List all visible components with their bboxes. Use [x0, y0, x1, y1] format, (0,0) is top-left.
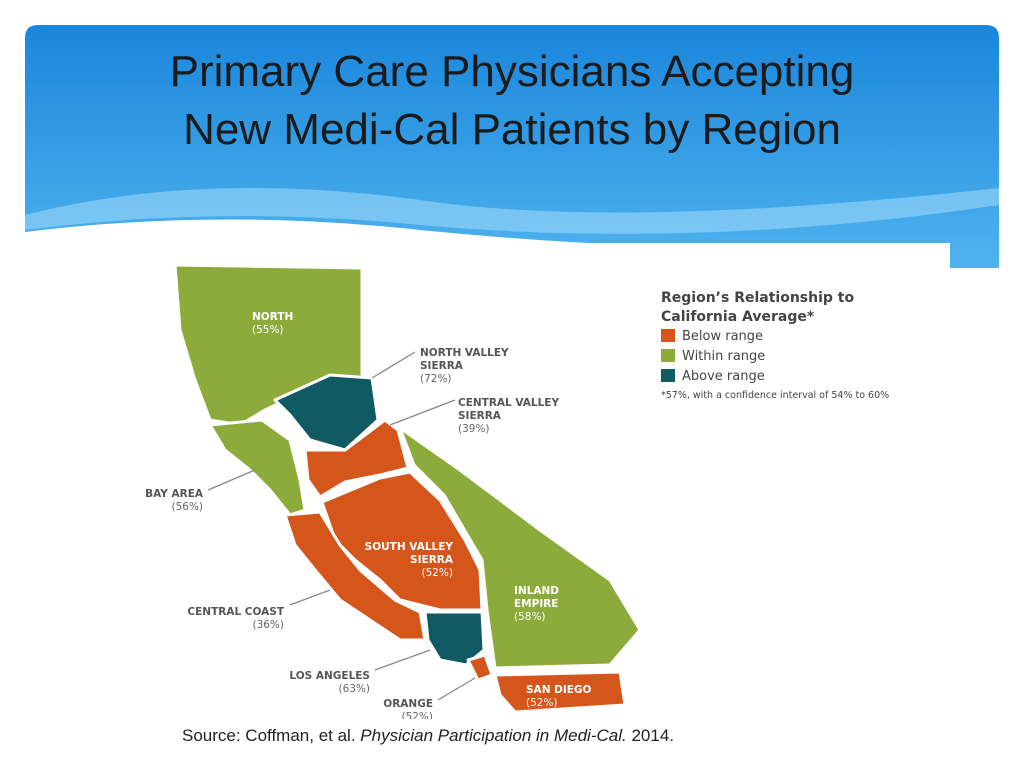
- legend-swatch: [661, 329, 675, 342]
- region-share: (63%): [338, 683, 370, 695]
- legend-swatch: [661, 349, 675, 362]
- legend-label: Below range: [682, 329, 763, 344]
- wave: [25, 188, 999, 234]
- region-name: CENTRAL VALLEY: [458, 397, 559, 409]
- legend-swatch: [661, 369, 675, 382]
- legend-title: Region’s Relationship to: [661, 290, 854, 306]
- leader-line: [207, 469, 256, 491]
- region: [423, 610, 486, 667]
- region-name: SIERRA: [410, 554, 454, 566]
- wave: [25, 219, 950, 249]
- region-name: CENTRAL COAST: [187, 606, 284, 618]
- leader-line: [289, 589, 331, 606]
- region-name: LOS ANGELES: [289, 670, 370, 682]
- region-share: (56%): [171, 501, 203, 513]
- region-name: INLAND: [514, 585, 559, 597]
- region: [466, 653, 494, 682]
- region-name: BAY AREA: [145, 488, 204, 500]
- region-name: SAN DIEGO: [526, 684, 592, 696]
- map: NORTH (55%) NORTH VALLEY SIERRA (72%) CE…: [145, 263, 642, 723]
- leader-line: [371, 351, 416, 379]
- region: [273, 373, 380, 452]
- region-share: (55%): [252, 324, 284, 336]
- source-text: 2014.: [627, 726, 674, 745]
- title-line: Primary Care Physicians Accepting: [170, 47, 855, 96]
- region-share: (52%): [401, 711, 433, 723]
- legend-label: Within range: [682, 349, 765, 364]
- region-name: SIERRA: [420, 360, 464, 372]
- region-share: (58%): [514, 611, 546, 623]
- title-line: New Medi-Cal Patients by Region: [183, 105, 841, 154]
- source-text: Source: Coffman, et al.: [182, 726, 360, 745]
- region-name: NORTH VALLEY: [420, 347, 509, 359]
- region-name: EMPIRE: [514, 598, 558, 610]
- region: [398, 426, 642, 670]
- region-share: (52%): [526, 697, 558, 709]
- header: Primary Care Physicians Accepting New Me…: [25, 25, 999, 268]
- source: Source: Coffman, et al. Physician Partic…: [182, 726, 674, 745]
- leader-line: [437, 677, 476, 701]
- legend-label: Above range: [682, 369, 765, 384]
- region: [320, 470, 484, 612]
- region-share: (36%): [252, 619, 284, 631]
- source-work: Physician Participation in Medi-Cal.: [360, 726, 626, 745]
- region: [283, 510, 427, 642]
- legend: Region’s Relationship to California Aver…: [661, 290, 889, 401]
- leader-line: [389, 399, 456, 426]
- region: [303, 418, 410, 499]
- region-share: (39%): [458, 423, 490, 435]
- legend-note: *57%, with a confidence interval of 54% …: [661, 390, 889, 401]
- region-share: (72%): [420, 373, 452, 385]
- region-name: ORANGE: [383, 698, 433, 710]
- region-name: SIERRA: [458, 410, 502, 422]
- legend-title: California Average*: [661, 309, 815, 325]
- leader-line: [374, 649, 431, 671]
- region: [493, 670, 627, 714]
- region-name: SOUTH VALLEY: [365, 541, 454, 553]
- region-share: (52%): [421, 567, 453, 579]
- region-name: NORTH: [252, 311, 293, 323]
- region: [208, 418, 307, 517]
